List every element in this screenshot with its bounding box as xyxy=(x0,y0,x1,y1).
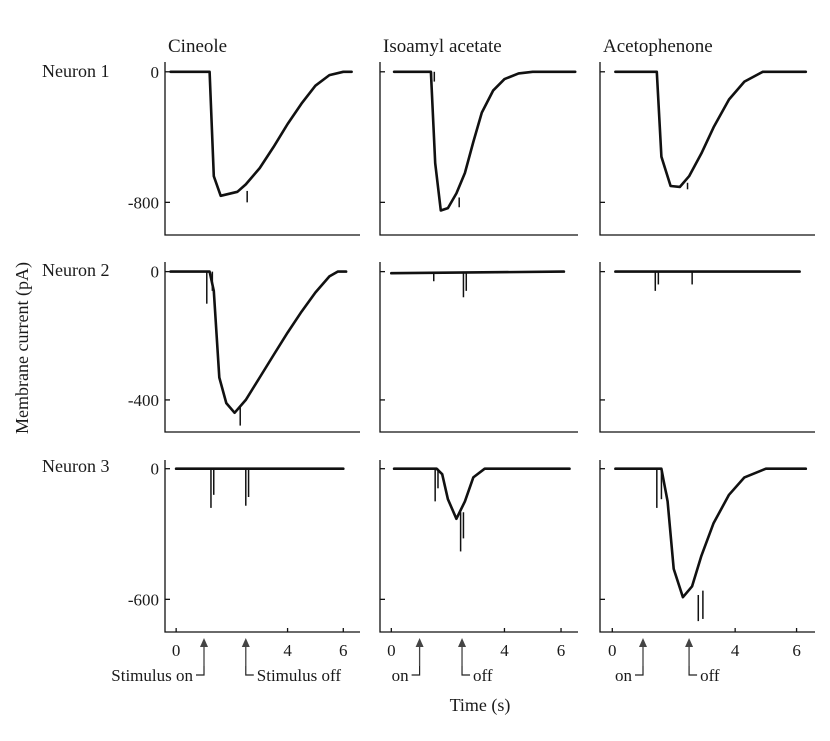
panel: 0 4 6 xyxy=(379,460,578,660)
panel: 0 4 6 xyxy=(599,460,815,660)
stimulus-arrow-head xyxy=(639,638,647,647)
x-axis-label: Time (s) xyxy=(450,695,511,716)
stimulus-off-label: off xyxy=(473,666,493,685)
column-title: Cineole xyxy=(168,36,227,57)
y-tick-label: 0 xyxy=(151,460,160,479)
stimulus-on-hook xyxy=(196,666,205,676)
stimulus-on-label: on xyxy=(615,666,633,685)
x-tick-label: 4 xyxy=(731,641,740,660)
panel xyxy=(599,62,815,236)
y-tick-label: -800 xyxy=(128,193,159,212)
current-trace xyxy=(390,270,566,275)
panel: 0 -400 xyxy=(128,262,360,433)
current-trace xyxy=(614,70,808,189)
y-tick-label: 0 xyxy=(151,263,160,282)
x-tick-label: 6 xyxy=(339,641,348,660)
panel-axes xyxy=(379,460,578,633)
column-titles: Cineole Isoamyl acetate Acetophenone xyxy=(168,36,713,57)
panel-axes xyxy=(599,62,815,236)
stimulus-on-hook xyxy=(635,666,644,676)
panel-axes xyxy=(379,262,578,433)
panel-axes xyxy=(164,460,360,633)
stimulus-arrow-head xyxy=(458,638,467,647)
panel-axes xyxy=(164,62,360,236)
panel: 0 -600 0 4 6 xyxy=(128,460,360,660)
stimulus-arrow-head xyxy=(200,638,208,647)
x-tick-label: 6 xyxy=(557,641,566,660)
y-axis-label: Membrane current (pA) xyxy=(12,262,33,434)
y-tick-label: 0 xyxy=(151,63,160,82)
stimulus-arrow-head xyxy=(415,638,424,647)
y-tick-label: -600 xyxy=(128,590,159,609)
stimulus-off-hook xyxy=(245,666,254,676)
stimulus-arrow-head xyxy=(241,638,250,647)
stimulus-arrow-head xyxy=(685,638,694,647)
y-tick-label: -400 xyxy=(128,391,159,410)
current-trace xyxy=(169,70,353,198)
stimulus-off-label: Stimulus off xyxy=(257,666,342,685)
current-trace xyxy=(169,270,348,415)
panel-axes xyxy=(164,262,360,433)
row-label: Neuron 2 xyxy=(42,260,109,280)
x-tick-label: 4 xyxy=(283,641,292,660)
current-trace xyxy=(392,467,571,521)
stimulus-on-label: Stimulus on xyxy=(111,666,193,685)
panel xyxy=(379,62,578,236)
stimulus-on-label: on xyxy=(392,666,410,685)
chart-panels: 0 -800 0 -400 0 -600 0 4 6 0 4 6 0 4 6 xyxy=(128,62,815,660)
row-label: Neuron 3 xyxy=(42,456,109,476)
panel xyxy=(379,262,578,433)
panel-axes xyxy=(379,62,578,236)
x-tick-label: 0 xyxy=(608,641,617,660)
stimulus-off-hook xyxy=(461,666,471,676)
panel xyxy=(599,262,815,433)
current-trace xyxy=(614,467,808,599)
stimulus-annotations: Stimulus on Stimulus off on off on off xyxy=(111,638,720,685)
panel-axes xyxy=(599,460,815,633)
column-title: Isoamyl acetate xyxy=(383,36,502,57)
x-tick-label: 0 xyxy=(172,641,181,660)
current-trace xyxy=(392,70,577,212)
x-tick-label: 4 xyxy=(500,641,509,660)
row-labels: Neuron 1 Neuron 2 Neuron 3 xyxy=(42,61,109,476)
x-tick-label: 6 xyxy=(792,641,801,660)
stimulus-off-label: off xyxy=(700,666,720,685)
stimulus-off-hook xyxy=(688,666,698,676)
panel-axes xyxy=(599,262,815,433)
column-title: Acetophenone xyxy=(603,36,713,57)
panel: 0 -800 xyxy=(128,62,360,236)
row-label: Neuron 1 xyxy=(42,61,109,81)
stimulus-on-hook xyxy=(411,666,421,676)
x-tick-label: 0 xyxy=(387,641,396,660)
